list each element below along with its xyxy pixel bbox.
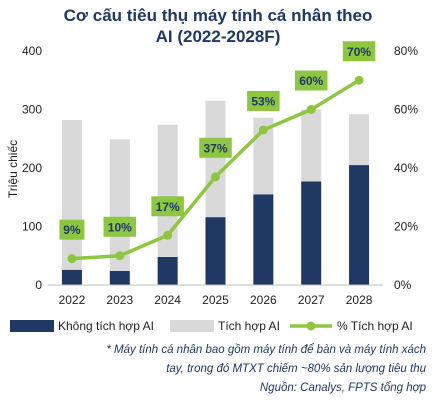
pct-ai-label-box-2026: [247, 90, 280, 111]
source-note: Nguồn: Canalys, FPTS tổng hợp: [260, 382, 427, 394]
legend-label-pct: % Tích hợp AI: [337, 319, 413, 333]
y-tick-label-2: 200: [22, 161, 42, 175]
legend-swatch-ai: [170, 320, 214, 332]
pct-ai-label-2026: 53%: [251, 94, 275, 108]
y-axis-left: 0 100 200 300 400: [22, 44, 42, 292]
bar-ai-2024: [157, 124, 178, 257]
bar-ai-2028: [349, 114, 370, 166]
pct-ai-label-box-2023: [103, 216, 137, 237]
legend-swatch-non-ai: [10, 320, 54, 332]
y2-tick-label-0: 0%: [394, 278, 412, 292]
bar-non-ai-2028: [349, 165, 370, 285]
pct-ai-label-box-2024: [151, 196, 184, 217]
x-tick-label-2024: 2024: [154, 293, 181, 307]
bar-ai-2025: [205, 100, 226, 218]
y-tick-label-4: 400: [22, 44, 42, 58]
x-tick-label-2025: 2025: [202, 293, 229, 307]
y-axis-label: Triệu chiếc: [6, 140, 20, 198]
pct-ai-label-2022: 9%: [63, 223, 81, 237]
bar-non-ai-2024: [157, 256, 178, 285]
pct-ai-point-2022: [67, 254, 77, 264]
pct-ai-label-box-2022: [59, 219, 85, 240]
pct-ai-point-2026: [258, 125, 268, 135]
bar-non-ai-2022: [61, 269, 82, 285]
chart-title-line2: AI (2022-2028F): [156, 27, 281, 46]
bar-ai-2027: [301, 109, 322, 182]
x-tick-label-2028: 2028: [346, 293, 373, 307]
x-tick-label-2023: 2023: [106, 293, 133, 307]
x-tick-label-2027: 2027: [298, 293, 325, 307]
bar-non-ai-2023: [109, 270, 130, 285]
bar-ai-2023: [109, 139, 130, 271]
pct-ai-label-2028: 70%: [347, 45, 371, 59]
footnote-line1: * Máy tính cá nhân bao gồm máy tính để b…: [106, 344, 426, 356]
footnote-line2: tay, trong đó MTXT chiếm ~80% sản lượng …: [166, 363, 426, 375]
pct-ai-label-2024: 17%: [156, 200, 180, 214]
pct-ai-point-2023: [115, 251, 125, 261]
pct-ai-point-2027: [306, 105, 316, 114]
bar-non-ai-2026: [253, 194, 274, 285]
y2-tick-label-2: 40%: [394, 161, 418, 175]
legend-label-ai: Tích hợp AI: [218, 319, 280, 333]
pct-ai-point-2028: [354, 75, 364, 85]
pct-ai-label-box-2025: [199, 137, 232, 158]
y2-tick-label-1: 20%: [394, 220, 418, 234]
x-tick-label-2026: 2026: [250, 293, 277, 307]
x-axis: 2022 2023 2024 2025 2026 2027 2028: [59, 293, 373, 307]
y-tick-label-3: 300: [22, 103, 42, 117]
legend-label-non-ai: Không tích hợp AI: [58, 319, 154, 333]
bar-non-ai-2025: [205, 217, 226, 285]
y-tick-label-1: 100: [22, 220, 42, 234]
pct-ai-label-2027: 60%: [299, 74, 323, 88]
x-tick-label-2022: 2022: [59, 293, 86, 307]
chart-title-line1: Cơ cấu tiêu thụ máy tính cá nhân theo: [64, 6, 373, 25]
line-series-group: 9% 10% 17% 37% 53% 60% 70%: [59, 41, 376, 264]
y2-tick-label-4: 80%: [394, 44, 418, 58]
bars-group: [61, 100, 370, 285]
y2-tick-label-3: 60%: [394, 103, 418, 117]
bar-non-ai-2027: [301, 181, 322, 285]
pct-ai-label-2023: 10%: [108, 220, 132, 234]
bar-ai-2022: [61, 120, 82, 270]
pct-ai-point-2024: [163, 230, 173, 240]
legend-swatch-pct-marker: [306, 321, 316, 331]
pct-ai-label-2025: 37%: [203, 141, 227, 155]
y-axis-right: 0% 20% 40% 60% 80%: [394, 44, 418, 292]
y-tick-label-0: 0: [35, 278, 42, 292]
pct-ai-point-2025: [211, 172, 220, 182]
legend: Không tích hợp AI Tích hợp AI % Tích hợp A…: [10, 319, 413, 333]
pct-ai-label-box-2028: [342, 41, 376, 62]
pct-ai-label-box-2027: [294, 70, 328, 91]
